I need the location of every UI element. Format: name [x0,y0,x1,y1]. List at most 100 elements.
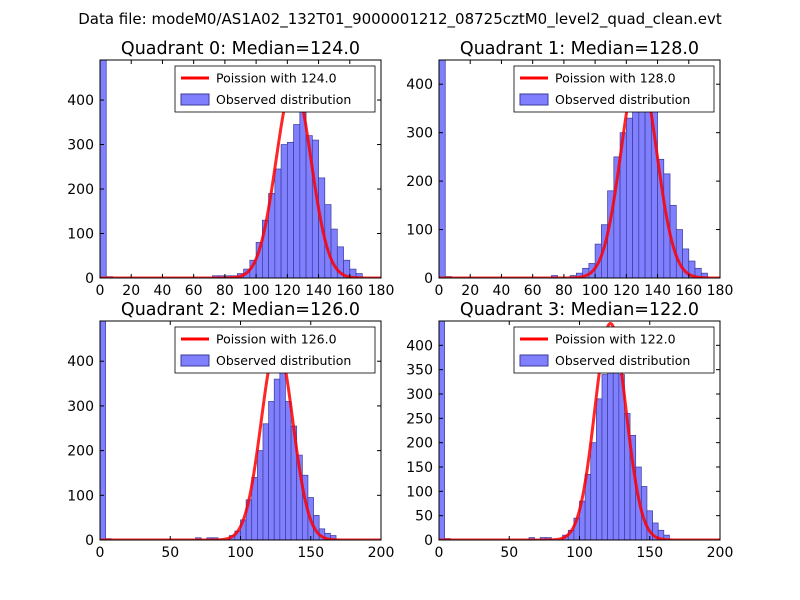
legend-label-fit: Poission with 126.0 [216,332,337,347]
legend-bar-swatch [180,93,210,106]
x-tick-label: 150 [297,545,324,561]
panel-title: Quadrant 3: Median=122.0 [460,300,699,320]
y-tick-label: 100 [406,223,433,239]
histogram-bar [330,535,337,540]
legend-label-observed: Observed distribution [216,92,351,107]
x-tick-label: 60 [185,283,203,299]
histogram-bar [273,378,281,540]
legend-label-fit: Poission with 122.0 [555,332,676,347]
y-tick-label: 400 [406,77,433,93]
legend-label-observed: Observed distribution [555,353,690,368]
x-tick-label: 50 [161,545,179,561]
histogram-bar [293,124,301,278]
histogram-bar [257,450,264,540]
histogram-bar [632,88,640,278]
poisson-fit-line [100,80,381,278]
y-tick-label: 0 [424,533,433,549]
x-tick-label: 80 [216,283,234,299]
y-tick-label: 400 [406,338,433,354]
x-tick-label: 120 [613,283,640,299]
panel-title: Quadrant 2: Median=126.0 [121,300,360,320]
x-tick-label: 0 [435,545,444,561]
histogram-bar [286,141,294,278]
histogram-bar [638,93,646,278]
y-tick-label: 0 [85,533,94,549]
histogram-bar [100,321,106,540]
quadrant-1-panel: 0 20 40 60 80 100 120 140 160 1800100200300400Qua… [406,39,733,299]
x-tick-label: 200 [368,545,395,561]
legend-label-observed: Observed distribution [216,353,351,368]
x-tick-label: 180 [368,283,395,299]
legend-bar-swatch [519,354,549,367]
x-tick-label: 40 [154,283,172,299]
poisson-fit-line [439,65,720,278]
legend: Poission with 128.0 Observed distribution [513,65,715,113]
histogram-bar [590,442,597,540]
legend: Poission with 122.0 Observed distribution [513,326,715,374]
x-tick-label: 150 [636,545,663,561]
x-tick-label: 20 [122,283,140,299]
legend: Poission with 126.0 Observed distribution [174,326,376,374]
x-tick-label: 40 [493,283,511,299]
histogram-bar [612,354,620,540]
quadrant-0-panel: 0 20 40 60 80 100 120 140 160 1800100200300400Qua… [67,39,394,299]
y-tick-label: 200 [406,174,433,190]
histogram-bar [625,117,633,278]
x-tick-label: 60 [524,283,542,299]
legend: Poission with 124.0 Observed distribution [174,65,376,113]
figure-title: Data file: modeM0/AS1A02_132T01_90000012… [78,10,722,29]
x-tick-label: 100 [582,283,609,299]
y-tick-label: 250 [406,411,433,427]
y-tick-label: 150 [406,460,433,476]
x-tick-label: 50 [500,545,518,561]
histogram-bar [601,374,608,540]
y-tick-label: 300 [406,387,433,403]
histogram-bar [274,168,282,278]
panel-title: Quadrant 0: Median=124.0 [121,39,360,59]
quadrant-3-panel: 0 50 100 150 200 0 50 100 150 200 250 300 350 400 Quad… [406,300,733,561]
legend-bar-swatch [519,93,549,106]
y-tick-label: 400 [67,93,94,109]
x-tick-label: 140 [305,283,332,299]
histogram-bar [663,534,670,540]
x-tick-label: 0 [96,545,105,561]
x-tick-label: 100 [243,283,270,299]
histogram-bar [279,347,286,540]
x-tick-label: 140 [644,283,671,299]
y-tick-label: 100 [67,227,94,243]
y-tick-label: 200 [67,444,94,460]
y-tick-label: 0 [424,271,433,287]
x-tick-label: 0 [435,283,444,299]
y-tick-label: 200 [406,436,433,452]
axes-frame [438,59,721,279]
y-tick-label: 400 [67,354,94,370]
y-tick-label: 350 [406,363,433,379]
legend-label-fit: Poission with 128.0 [555,71,676,86]
histogram-bar [596,398,603,540]
histogram-bar [280,144,288,278]
histogram-bar [285,401,292,540]
y-tick-label: 300 [406,126,433,142]
x-tick-label: 200 [707,545,734,561]
y-tick-label: 200 [67,182,94,198]
histogram-bar [355,273,363,278]
x-tick-label: 80 [555,283,573,299]
y-tick-label: 100 [406,484,433,500]
x-tick-label: 0 [96,283,105,299]
y-tick-label: 100 [67,488,94,504]
plot-area [439,60,720,278]
x-tick-label: 180 [707,283,734,299]
panel-title: Quadrant 1: Median=128.0 [460,39,699,59]
histogram-bar [100,60,107,278]
histogram-bar [675,229,683,278]
histogram-bar [439,321,445,540]
x-tick-label: 20 [461,283,479,299]
x-tick-label: 100 [566,545,593,561]
x-tick-label: 120 [274,283,301,299]
axes-frame [99,59,382,279]
y-tick-label: 300 [67,399,94,415]
x-tick-label: 160 [675,283,702,299]
x-tick-label: 160 [336,283,363,299]
legend-bar-swatch [180,354,210,367]
